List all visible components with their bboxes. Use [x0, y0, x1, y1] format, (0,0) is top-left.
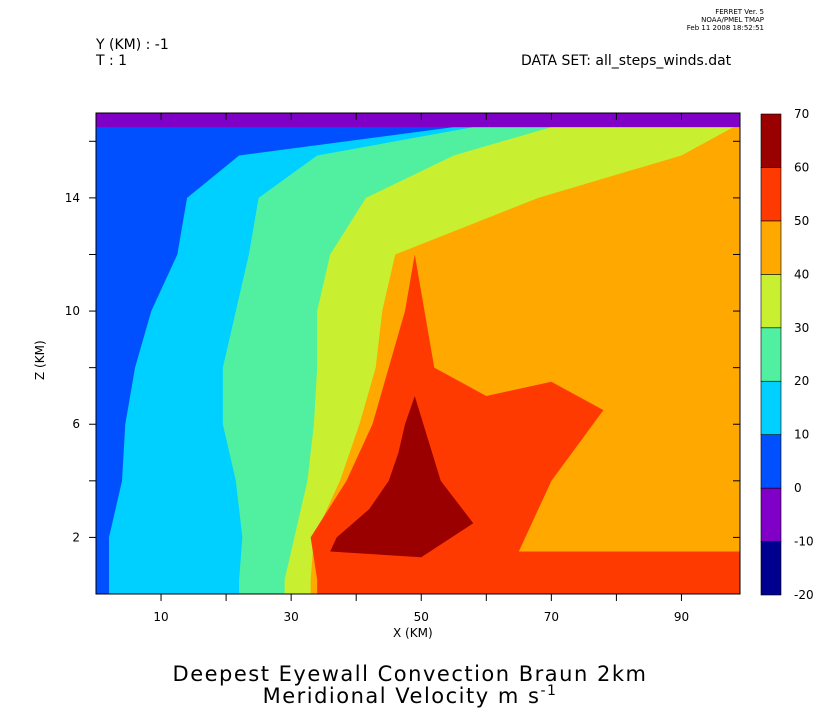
x-tick-label: 90	[674, 610, 689, 624]
colorbar-tick-label: 30	[794, 321, 809, 335]
credit-line-1: FERRET Ver. 5	[715, 8, 764, 16]
time-label: T : 1	[96, 53, 128, 69]
colorbar-tick-label: -20	[794, 588, 814, 602]
colorbar-tick-label: 20	[794, 374, 809, 388]
y-tick-label: 2	[72, 530, 80, 544]
chart-title-line-2-text: Meridional Velocity m s	[262, 684, 541, 708]
y-tick-label: 10	[65, 304, 80, 318]
credit-line-3: Feb 11 2008 18:52:51	[686, 24, 764, 32]
x-axis-ticks: 10 30 50 70 90	[153, 113, 689, 624]
colorbar-tick-label: 0	[794, 481, 802, 495]
colorbar-tick-label: 10	[794, 428, 809, 442]
y-tick-label: 6	[72, 417, 80, 431]
contour-band-60-70	[330, 395, 474, 558]
colorbar-tick-label: 50	[794, 214, 809, 228]
colorbar-swatch	[760, 167, 782, 222]
colorbar-swatch	[760, 434, 782, 489]
plot-frame	[95, 112, 741, 595]
y-axis-label: Z (KM)	[33, 340, 47, 380]
credit-line-2: NOAA/PMEL TMAP	[701, 16, 764, 24]
ferret-credit: FERRET Ver. 5 NOAA/PMEL TMAP Feb 11 2008…	[687, 8, 764, 32]
chart-title-line-1: Deepest Eyewall Convection Braun 2km	[172, 662, 648, 686]
colorbar-tick-label: 70	[794, 107, 809, 121]
colorbar-swatch	[760, 327, 782, 382]
colorbar-tick-label: 40	[794, 267, 809, 281]
colorbar-swatch	[760, 220, 782, 275]
y-axis-ticks: 2 6 10 14	[65, 140, 740, 544]
chart-title-line-2-exponent: -1	[540, 683, 558, 699]
colorbar-swatch	[760, 487, 782, 542]
colorbar-tick-label: -10	[794, 535, 814, 549]
x-axis-label: X (KM)	[393, 626, 433, 640]
y-coordinate-label: Y (KM) : -1	[96, 37, 169, 53]
y-tick-label: 14	[65, 191, 80, 205]
colorbar-swatch	[760, 380, 782, 435]
x-tick-label: 70	[544, 610, 559, 624]
x-tick-label: 30	[284, 610, 299, 624]
colorbar-tick-label: 60	[794, 160, 809, 174]
colorbar: -20 -10 0 10 20 30 40 50 60 70	[760, 107, 814, 602]
colorbar-swatch	[760, 274, 782, 329]
x-tick-label: 10	[153, 610, 168, 624]
x-tick-label: 50	[414, 610, 429, 624]
contour-fills	[96, 113, 740, 594]
colorbar-swatch	[760, 113, 782, 168]
colorbar-swatch	[760, 541, 782, 596]
chart-title-line-2: Meridional Velocity m s-1	[0, 683, 820, 708]
dataset-label: DATA SET: all_steps_winds.dat	[521, 53, 732, 69]
contour-band-minus10-0	[96, 113, 740, 128]
